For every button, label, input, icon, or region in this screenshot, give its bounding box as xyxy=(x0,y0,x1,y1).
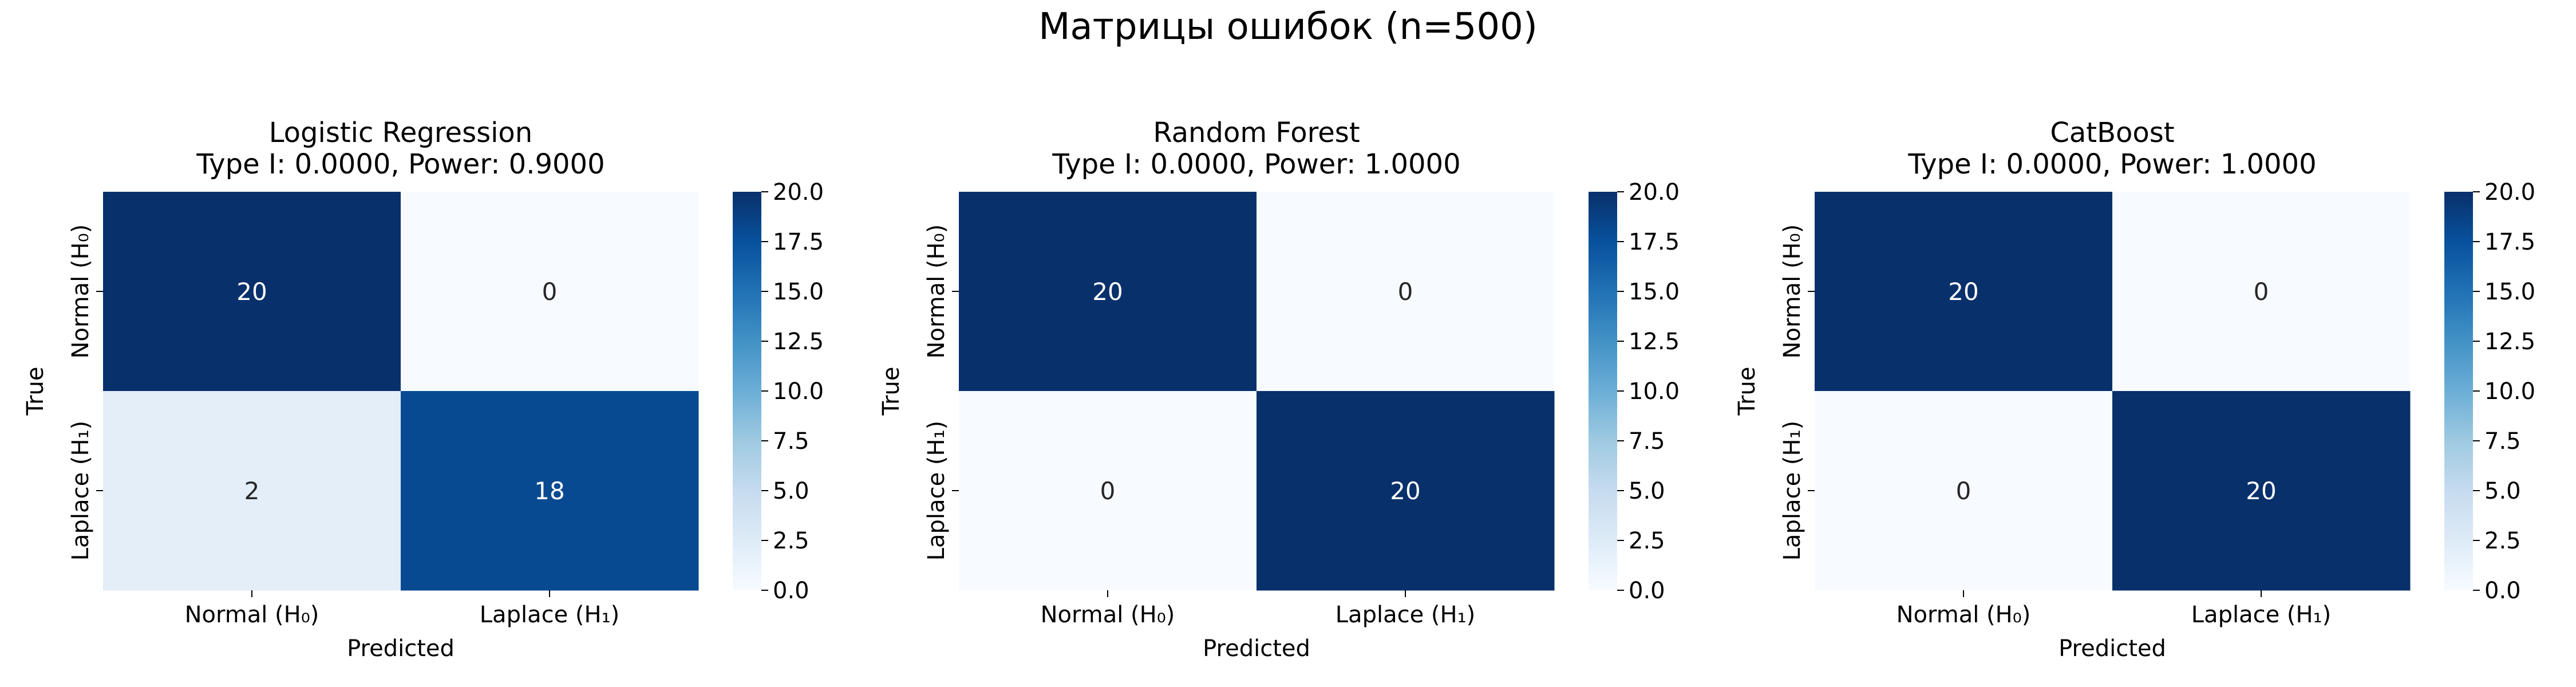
cell-value-label: 20 xyxy=(236,278,267,306)
panel-title: CatBoost xyxy=(2050,117,2174,149)
colorbar-tick-label: 2.5 xyxy=(2484,528,2521,554)
panel-title: Logistic Regression xyxy=(269,117,532,149)
colorbar xyxy=(2444,192,2473,590)
colorbar-tick-label: 15.0 xyxy=(1629,279,1680,305)
cell-value-label: 0 xyxy=(1956,477,1971,505)
x-tick-label: Laplace (H₁) xyxy=(1336,602,1475,628)
heatmap-cell xyxy=(401,391,699,591)
colorbar-tick-label: 7.5 xyxy=(773,428,809,455)
cell-value-label: 20 xyxy=(2246,477,2276,505)
y-axis-label: True xyxy=(878,367,904,416)
heatmap-cell xyxy=(1257,192,1555,392)
y-tick-label: Laplace (H₁) xyxy=(68,421,94,560)
colorbar-tick-label: 17.5 xyxy=(2484,229,2535,255)
colorbar-tick-label: 7.5 xyxy=(2484,428,2521,455)
cell-value-label: 2 xyxy=(244,477,260,505)
colorbar-tick-label: 5.0 xyxy=(2484,478,2521,504)
heatmap-cell xyxy=(959,391,1257,591)
colorbar-tick-label: 0.0 xyxy=(773,578,809,604)
cell-value-label: 0 xyxy=(1398,278,1413,306)
panel-subtitle: Type I: 0.0000, Power: 0.9000 xyxy=(196,148,605,180)
colorbar-tick-label: 7.5 xyxy=(1629,428,1665,455)
cell-value-label: 0 xyxy=(542,278,558,306)
y-tick-label: Laplace (H₁) xyxy=(923,421,950,560)
x-axis-label: Predicted xyxy=(1203,635,1310,662)
heatmap-cell xyxy=(1815,192,2113,392)
cell-value-label: 20 xyxy=(1390,477,1420,505)
colorbar-tick-label: 12.5 xyxy=(1629,329,1680,355)
colorbar-tick-label: 17.5 xyxy=(1629,229,1680,255)
cell-value-label: 20 xyxy=(1092,278,1123,306)
colorbar-tick-label: 20.0 xyxy=(1629,179,1680,206)
y-tick-label: Normal (H₀) xyxy=(68,224,94,359)
colorbar-tick-label: 17.5 xyxy=(773,229,824,255)
colorbar-tick-label: 10.0 xyxy=(2484,378,2535,405)
colorbar-tick-label: 12.5 xyxy=(773,329,824,355)
x-axis-label: Predicted xyxy=(347,635,455,662)
colorbar xyxy=(733,192,761,590)
cell-value-label: 20 xyxy=(1948,278,1978,306)
y-tick-label: Normal (H₀) xyxy=(1779,224,1805,359)
heatmap-cell xyxy=(2112,192,2411,392)
y-axis-label: True xyxy=(1734,367,1760,416)
colorbar-tick-label: 12.5 xyxy=(2484,329,2535,355)
x-tick-label: Normal (H₀) xyxy=(1041,602,1175,628)
cell-value-label: 0 xyxy=(1100,477,1116,505)
heatmap-cell xyxy=(2112,391,2411,591)
y-tick-label: Normal (H₀) xyxy=(923,224,950,359)
y-axis-label: True xyxy=(22,367,49,416)
heatmap-cell xyxy=(103,391,401,591)
heatmap-cell xyxy=(959,192,1257,392)
colorbar-tick-label: 2.5 xyxy=(773,528,809,554)
x-tick-label: Normal (H₀) xyxy=(185,602,319,628)
colorbar-tick-label: 5.0 xyxy=(1629,478,1665,504)
heatmap-cell xyxy=(1815,391,2113,591)
cell-value-label: 18 xyxy=(534,477,564,505)
heatmap-cell xyxy=(1257,391,1555,591)
colorbar-tick-label: 20.0 xyxy=(2484,179,2535,206)
colorbar-tick-label: 10.0 xyxy=(1629,378,1680,405)
colorbar-tick-label: 0.0 xyxy=(1629,578,1665,604)
colorbar xyxy=(1589,192,1617,590)
colorbar-tick-label: 15.0 xyxy=(773,279,824,305)
colorbar-tick-label: 5.0 xyxy=(773,478,809,504)
colorbar-tick-label: 15.0 xyxy=(2484,279,2535,305)
cell-value-label: 0 xyxy=(2254,278,2269,306)
colorbar-tick-label: 20.0 xyxy=(773,179,824,206)
colorbar-tick-label: 0.0 xyxy=(2484,578,2521,604)
heatmap-cell xyxy=(401,192,699,392)
figure-suptitle: Матрицы ошибок (n=500) xyxy=(1038,6,1538,48)
panel-title: Random Forest xyxy=(1153,117,1360,149)
x-tick-label: Normal (H₀) xyxy=(1897,602,2031,628)
colorbar-tick-label: 10.0 xyxy=(773,378,824,405)
y-tick-label: Laplace (H₁) xyxy=(1779,421,1805,560)
heatmap-cell xyxy=(103,192,401,392)
colorbar-tick-label: 2.5 xyxy=(1629,528,1665,554)
panel-subtitle: Type I: 0.0000, Power: 1.0000 xyxy=(1052,148,1460,180)
x-tick-label: Laplace (H₁) xyxy=(480,602,619,628)
x-axis-label: Predicted xyxy=(2059,635,2166,662)
x-tick-label: Laplace (H₁) xyxy=(2191,602,2331,628)
panel-subtitle: Type I: 0.0000, Power: 1.0000 xyxy=(1907,148,2316,180)
